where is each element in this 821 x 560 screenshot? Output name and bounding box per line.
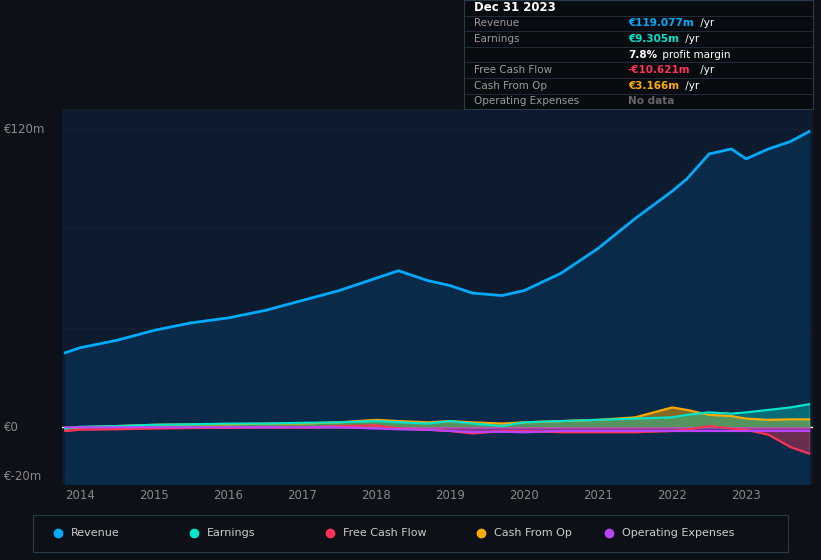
Text: -€10.621m: -€10.621m bbox=[628, 65, 690, 75]
Text: No data: No data bbox=[628, 96, 674, 106]
Text: Earnings: Earnings bbox=[475, 34, 520, 44]
Text: /yr: /yr bbox=[681, 81, 699, 91]
Text: Operating Expenses: Operating Expenses bbox=[475, 96, 580, 106]
Text: €119.077m: €119.077m bbox=[628, 18, 694, 29]
Text: €0: €0 bbox=[4, 421, 19, 434]
Text: Cash From Op: Cash From Op bbox=[493, 529, 571, 538]
FancyBboxPatch shape bbox=[33, 515, 788, 552]
Text: /yr: /yr bbox=[697, 18, 714, 29]
Text: €120m: €120m bbox=[4, 123, 45, 136]
Text: Cash From Op: Cash From Op bbox=[475, 81, 548, 91]
Text: 7.8%: 7.8% bbox=[628, 50, 657, 59]
Text: profit margin: profit margin bbox=[658, 50, 730, 59]
Text: Dec 31 2023: Dec 31 2023 bbox=[475, 1, 556, 15]
Text: /yr: /yr bbox=[681, 34, 699, 44]
Text: /yr: /yr bbox=[697, 65, 714, 75]
Text: Revenue: Revenue bbox=[475, 18, 520, 29]
Text: Revenue: Revenue bbox=[71, 529, 119, 538]
Text: €3.166m: €3.166m bbox=[628, 81, 679, 91]
Text: €9.305m: €9.305m bbox=[628, 34, 679, 44]
Text: Free Cash Flow: Free Cash Flow bbox=[342, 529, 426, 538]
Text: Operating Expenses: Operating Expenses bbox=[622, 529, 734, 538]
Text: €-20m: €-20m bbox=[4, 470, 43, 483]
Text: Free Cash Flow: Free Cash Flow bbox=[475, 65, 553, 75]
Text: Earnings: Earnings bbox=[207, 529, 255, 538]
